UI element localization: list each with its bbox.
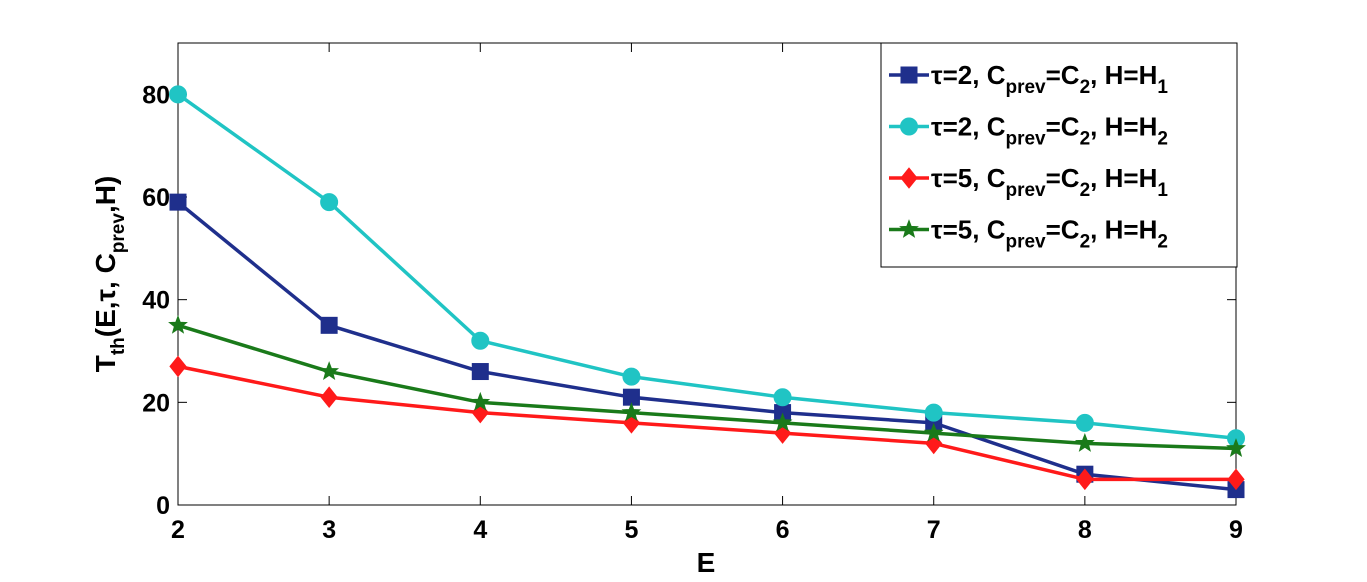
legend-label-subscript: 2 [1080, 232, 1091, 253]
series-3-point [1076, 468, 1094, 491]
series-2-point [1075, 413, 1094, 432]
legend-label: τ=5, Cprev=C2, H=H1 [931, 163, 1168, 201]
x-tick-label: 5 [624, 516, 638, 544]
series-1-point [320, 316, 338, 334]
y-tick-label: 20 [142, 389, 170, 417]
legend-box [880, 42, 1238, 268]
legend-label-subscript: 1 [1157, 77, 1168, 98]
legend-label-subscript: 2 [1080, 77, 1091, 98]
legend-swatch-marker [899, 219, 919, 238]
series-3-point [320, 386, 338, 409]
y-axis-title-tail: ,H) [90, 176, 121, 213]
series-4-point [772, 412, 793, 432]
y-axis-title-sub1: th [108, 337, 129, 355]
legend-label-subscript: 2 [1157, 129, 1168, 150]
series-3-point [169, 355, 187, 378]
series-4-point [1226, 438, 1246, 457]
legend-label: τ=2, Cprev=C2, H=H1 [931, 60, 1168, 98]
legend-label-part: τ=2, C [931, 60, 1006, 90]
legend-item-2: τ=2, Cprev=C2, H=H2 [889, 112, 1168, 150]
legend-label-subscript: prev [1005, 77, 1046, 98]
legend-label-part: τ=2, C [931, 112, 1006, 142]
legend-label: τ=2, Cprev=C2, H=H2 [931, 112, 1168, 150]
y-tick-label: 80 [142, 81, 170, 109]
legend-label-subscript: 2 [1080, 129, 1091, 150]
x-tick-label: 4 [473, 516, 487, 544]
series-4-point [1074, 432, 1095, 452]
series-4-point [923, 422, 944, 442]
y-tick-label: 40 [142, 287, 170, 315]
legend-label-part: τ=5, C [931, 215, 1006, 245]
series-1-point [471, 363, 489, 381]
y-axis-title-sub2: prev [108, 213, 129, 254]
x-axis-title: E [697, 547, 716, 578]
legend-label-part: , H=H [1090, 112, 1157, 142]
series-2-point [924, 403, 943, 422]
series-4-line [177, 323, 1237, 451]
legend-label-part: , H=H [1090, 163, 1157, 193]
series-3-point [1227, 468, 1245, 491]
legend-label-part: =C [1046, 215, 1080, 245]
series-4-point [168, 314, 188, 334]
legend-label-subscript: 2 [1157, 232, 1168, 253]
series-4-point [470, 391, 491, 411]
series-1-point [169, 193, 187, 211]
series-2-point [622, 367, 641, 386]
series-2-point [773, 388, 792, 407]
legend-item-4: τ=5, Cprev=C2, H=H2 [889, 215, 1168, 253]
legend-item-3: τ=5, Cprev=C2, H=H1 [889, 163, 1168, 201]
legend-swatch-marker [900, 66, 918, 84]
series-2-point [320, 193, 339, 212]
legend-label-subscript: prev [1005, 180, 1046, 201]
y-tick-label: 60 [142, 184, 170, 212]
legend-label-part: =C [1046, 112, 1080, 142]
series-2-line [176, 92, 1237, 441]
series-2-point [169, 85, 187, 104]
legend-label-part: , H=H [1090, 60, 1157, 90]
series-group [168, 85, 1246, 499]
legend-label: τ=5, Cprev=C2, H=H2 [931, 215, 1168, 253]
series-2-point [471, 331, 490, 350]
legend-label-part: τ=5, C [931, 163, 1006, 193]
legend-label-subscript: prev [1005, 232, 1046, 253]
x-tick-label: 6 [776, 516, 790, 544]
x-tick-label: 8 [1078, 516, 1092, 544]
legend-item-1: τ=2, Cprev=C2, H=H1 [889, 60, 1168, 98]
y-axis-title-main: T [90, 355, 121, 372]
series-4 [168, 314, 1246, 457]
legend: τ=2, Cprev=C2, H=H1τ=2, Cprev=C2, H=H2τ=… [880, 42, 1238, 268]
axes: 2 3 4 5 6 7 8 9 0 20 40 60 80 [142, 43, 1243, 544]
legend-swatch-marker [900, 167, 918, 189]
legend-label-subscript: 2 [1080, 180, 1091, 201]
series-3-line [177, 364, 1236, 482]
legend-label-part: , H=H [1090, 215, 1157, 245]
x-tick-label: 9 [1229, 516, 1243, 544]
x-tick-label: 2 [171, 516, 185, 544]
x-tick-label: 7 [927, 516, 941, 544]
series-2 [169, 85, 1245, 448]
legend-swatch-marker [900, 117, 918, 136]
y-tick-label: 0 [156, 492, 170, 520]
series-4-point [621, 402, 642, 422]
series-4-point [319, 361, 340, 380]
legend-label-part: =C [1046, 163, 1080, 193]
legend-label-subscript: 1 [1157, 180, 1168, 201]
legend-label-part: =C [1046, 60, 1080, 90]
y-axis-title: Tth(E,τ, Cprev,H) [90, 176, 129, 373]
legend-label-subscript: prev [1005, 129, 1046, 150]
y-axis-title-mid: (E,τ, C [90, 253, 121, 337]
series-1-line [176, 200, 1237, 492]
x-tick-label: 3 [322, 516, 336, 544]
